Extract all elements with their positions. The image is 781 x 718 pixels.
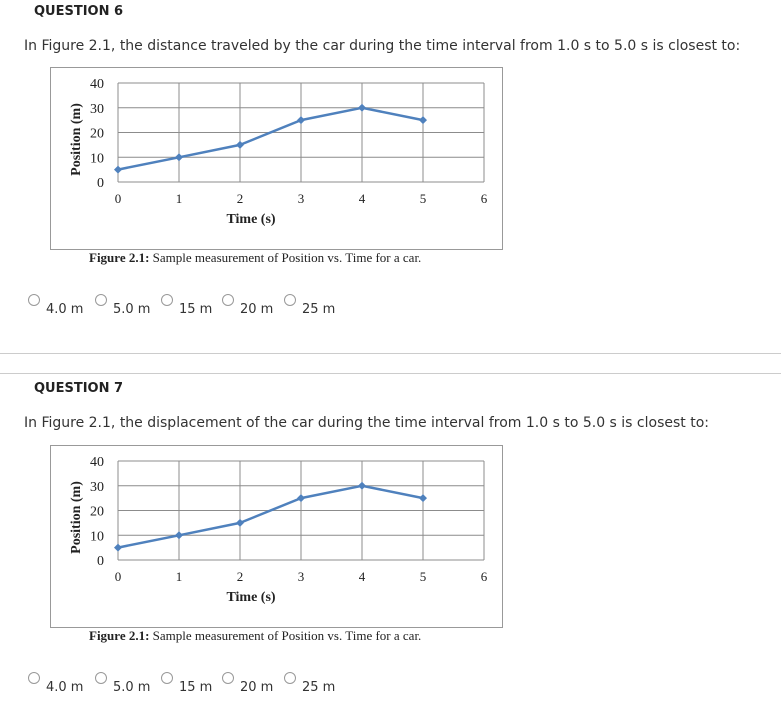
figure-caption-label: Figure 2.1: xyxy=(89,250,150,265)
figure-caption-q7: Figure 2.1: Sample measurement of Positi… xyxy=(89,628,421,644)
figure-caption-label: Figure 2.1: xyxy=(89,628,150,643)
choice-label: 25 m xyxy=(302,302,336,317)
choice-label: 4.0 m xyxy=(46,302,84,317)
x-tick-label: 3 xyxy=(298,569,305,584)
y-tick-label: 30 xyxy=(90,102,104,117)
figure-caption-q6: Figure 2.1: Sample measurement of Positi… xyxy=(89,250,421,266)
x-tick-label: 5 xyxy=(420,569,427,584)
x-tick-label: 2 xyxy=(237,569,244,584)
x-axis-label: Time (s) xyxy=(226,212,275,227)
x-tick-label: 2 xyxy=(237,191,244,206)
question-divider xyxy=(0,353,781,354)
position-time-chart-q6: 0 10 20 30 40 0 1 2 3 4 5 6 Time (s) Position (m) xyxy=(69,77,488,227)
radio-button-icon[interactable] xyxy=(284,294,296,306)
x-tick-label: 6 xyxy=(481,569,488,584)
data-point-marker xyxy=(358,481,366,490)
question-divider xyxy=(0,373,781,374)
choice-label: 25 m xyxy=(302,680,336,695)
data-point-marker xyxy=(297,116,305,125)
y-tick-label: 0 xyxy=(97,554,104,569)
x-tick-label: 4 xyxy=(359,191,366,206)
radio-button-icon[interactable] xyxy=(161,294,173,306)
series-line xyxy=(117,106,424,171)
x-tick-label: 4 xyxy=(359,569,366,584)
y-tick-label: 10 xyxy=(90,529,104,544)
radio-button-icon[interactable] xyxy=(284,672,296,684)
data-point-marker xyxy=(175,153,183,162)
choice-label: 5.0 m xyxy=(113,680,151,695)
x-tick-label: 3 xyxy=(298,191,305,206)
y-tick-label: 40 xyxy=(90,455,104,470)
y-tick-label: 30 xyxy=(90,480,104,495)
x-tick-label: 0 xyxy=(115,569,122,584)
figure-2-1-q7: 0 10 20 30 40 0 1 2 3 4 5 6 Time (s) Position (m) xyxy=(50,445,503,628)
y-axis-label: Position (m) xyxy=(69,103,84,176)
y-tick-label: 20 xyxy=(90,505,104,520)
radio-button-icon[interactable] xyxy=(95,294,107,306)
data-point-marker xyxy=(175,531,183,540)
y-tick-label: 0 xyxy=(97,176,104,191)
choice-label: 15 m xyxy=(179,302,213,317)
choice-label: 5.0 m xyxy=(113,302,151,317)
choice-label: 20 m xyxy=(240,680,274,695)
data-point-marker xyxy=(236,518,244,527)
question-7-title: QUESTION 7 xyxy=(34,381,124,396)
data-point-marker xyxy=(358,103,366,112)
choice-label: 4.0 m xyxy=(46,680,84,695)
y-tick-label: 20 xyxy=(90,127,104,142)
choice-label: 15 m xyxy=(179,680,213,695)
data-point-marker xyxy=(236,140,244,149)
y-tick-label: 40 xyxy=(90,77,104,92)
radio-button-icon[interactable] xyxy=(95,672,107,684)
question-6-text: In Figure 2.1, the distance traveled by … xyxy=(24,38,741,54)
x-tick-label: 5 xyxy=(420,191,427,206)
data-point-marker xyxy=(114,543,122,552)
question-7-text: In Figure 2.1, the displacement of the c… xyxy=(24,415,709,431)
figure-caption-text: Sample measurement of Position vs. Time … xyxy=(152,628,422,643)
radio-button-icon[interactable] xyxy=(28,672,40,684)
x-tick-label: 0 xyxy=(115,191,122,206)
figure-caption-text: Sample measurement of Position vs. Time … xyxy=(152,250,422,265)
figure-2-1-q6: 0 10 20 30 40 0 1 2 3 4 5 6 Time (s) Position (m) xyxy=(50,67,503,250)
x-tick-label: 6 xyxy=(481,191,488,206)
data-point-marker xyxy=(297,494,305,503)
position-time-chart-q7: 0 10 20 30 40 0 1 2 3 4 5 6 Time (s) Position (m) xyxy=(69,455,488,605)
series-line xyxy=(117,484,424,549)
radio-button-icon[interactable] xyxy=(28,294,40,306)
question-6-title: QUESTION 6 xyxy=(34,4,124,19)
y-axis-label: Position (m) xyxy=(69,481,84,554)
y-tick-label: 10 xyxy=(90,151,104,166)
data-point-marker xyxy=(419,494,427,503)
data-point-marker xyxy=(419,116,427,125)
x-tick-label: 1 xyxy=(176,191,183,206)
x-tick-label: 1 xyxy=(176,569,183,584)
radio-button-icon[interactable] xyxy=(161,672,173,684)
x-axis-label: Time (s) xyxy=(226,590,275,605)
radio-button-icon[interactable] xyxy=(222,672,234,684)
data-point-marker xyxy=(114,165,122,174)
choice-label: 20 m xyxy=(240,302,274,317)
radio-button-icon[interactable] xyxy=(222,294,234,306)
